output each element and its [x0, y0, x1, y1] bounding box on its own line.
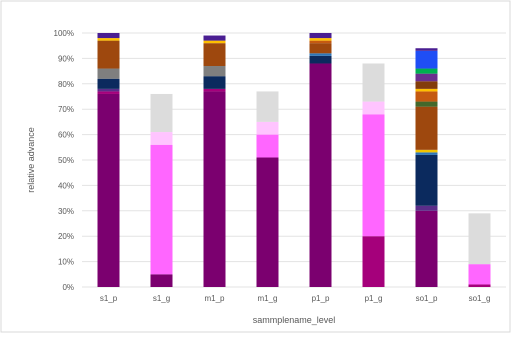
y-axis-title: relative advance — [26, 127, 36, 193]
bar-segment — [256, 91, 279, 122]
bar-segment — [150, 274, 173, 287]
y-tick-label: 60% — [58, 131, 74, 140]
bar-segment — [309, 63, 332, 288]
y-axis-ticks: 0% 10% 20% 30% 40% 50% 60% 70% 80% 90% 100% — [54, 29, 74, 292]
bar-segment — [415, 205, 438, 211]
bar-segment — [468, 284, 491, 287]
bar-segment — [468, 213, 491, 265]
x-axis-title: sammplename_level — [253, 315, 336, 325]
bar-segment — [309, 40, 332, 44]
bar-segment — [97, 91, 120, 94]
bar-segment — [309, 55, 332, 64]
bar-segment — [97, 93, 120, 288]
bar-segment — [415, 48, 438, 51]
bar-segment — [256, 134, 279, 158]
x-tick-label: m1_g — [257, 294, 277, 303]
bar-segment — [415, 106, 438, 150]
bar-segment — [415, 210, 438, 287]
bar-segment — [309, 43, 332, 54]
bar-segment — [97, 40, 120, 69]
bar-segment — [203, 76, 226, 89]
bar-segment — [415, 91, 438, 102]
y-tick-label: 100% — [54, 29, 74, 38]
bar-segment — [97, 38, 120, 41]
x-tick-label: so1_g — [469, 294, 491, 303]
bar-segment — [256, 121, 279, 135]
x-tick-label: m1_p — [204, 294, 225, 303]
bar-segment — [203, 43, 226, 67]
y-tick-label: 40% — [58, 181, 74, 190]
bar-segment — [362, 236, 385, 287]
x-axis-ticks: s1_p s1_g m1_p m1_g p1_p p1_g so1_p so1_g — [100, 294, 491, 303]
bar-segment — [97, 88, 120, 92]
bar-segment — [97, 33, 120, 39]
bar-segment — [309, 33, 332, 39]
x-tick-label: s1_g — [153, 294, 170, 303]
y-tick-label: 30% — [58, 207, 74, 216]
y-tick-label: 80% — [58, 80, 74, 89]
bar-segment — [362, 63, 385, 102]
bar-segment — [150, 132, 173, 145]
y-tick-label: 90% — [58, 54, 74, 63]
bar-segment — [415, 149, 438, 153]
bar-segment — [415, 68, 438, 74]
bar-segment — [415, 101, 438, 107]
bar-segment — [203, 40, 226, 44]
bar-segment — [415, 88, 438, 92]
bar-segment — [309, 53, 332, 56]
bar-segment — [203, 91, 226, 287]
bar-segment — [415, 73, 438, 82]
bar-segment — [415, 154, 438, 206]
x-tick-label: p1_g — [365, 294, 383, 303]
bar-stacks — [97, 33, 491, 288]
bar-segment — [150, 144, 173, 275]
y-tick-label: 20% — [58, 232, 74, 241]
y-tick-label: 10% — [58, 258, 74, 267]
bar-segment — [97, 78, 120, 89]
y-tick-label: 0% — [62, 283, 74, 292]
bar-segment — [468, 264, 491, 285]
bar-segment — [362, 114, 385, 237]
bar-segment — [203, 66, 226, 77]
y-tick-label: 50% — [58, 156, 74, 165]
bar-segment — [415, 50, 438, 69]
bar-segment — [415, 152, 438, 155]
bar-segment — [309, 38, 332, 41]
bar-segment — [256, 157, 279, 287]
bar-segment — [150, 93, 173, 133]
x-tick-label: p1_p — [312, 294, 330, 303]
y-tick-label: 70% — [58, 105, 74, 114]
x-tick-label: s1_p — [100, 294, 118, 303]
x-tick-label: so1_p — [416, 294, 438, 303]
bar-segment — [203, 35, 226, 41]
bar-segment — [97, 68, 120, 79]
bar-segment — [362, 101, 385, 115]
bar-segment — [203, 88, 226, 92]
bar-segment — [415, 81, 438, 89]
